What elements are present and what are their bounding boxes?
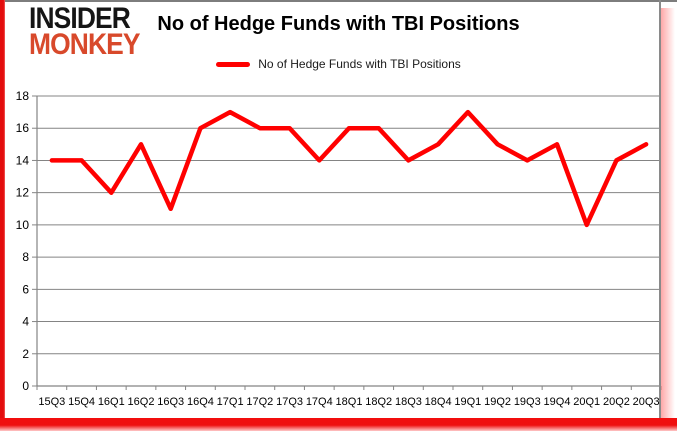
x-tick-label: 20Q1: [573, 396, 600, 408]
frame-right-border: [659, 0, 661, 420]
x-tick-label: 20Q3: [633, 396, 660, 408]
x-tick-label: 18Q3: [395, 396, 422, 408]
y-tick-label: 4: [22, 315, 29, 329]
frame-bottom-border: [0, 418, 677, 431]
x-tick-label: 19Q2: [484, 396, 511, 408]
x-tick-label: 15Q4: [68, 396, 95, 408]
y-tick-label: 6: [22, 282, 29, 296]
x-tick-label: 20Q2: [603, 396, 630, 408]
y-tick-label: 14: [16, 153, 30, 167]
x-tick-label: 16Q1: [98, 396, 125, 408]
y-tick-label: 18: [16, 89, 30, 103]
logo-text-monkey: MONKEY: [29, 28, 140, 61]
y-tick-label: 0: [22, 379, 29, 393]
x-tick-label: 19Q4: [544, 396, 571, 408]
frame-left-border: [0, 0, 5, 431]
chart-title: No of Hedge Funds with TBI Positions: [157, 13, 520, 35]
logo-text-insider: INSIDER: [29, 2, 131, 35]
legend-line-swatch: [216, 61, 251, 67]
frame-top-border: [4, 0, 677, 2]
x-tick-label: 16Q4: [187, 396, 214, 408]
frame-right-glow: [661, 8, 675, 423]
y-tick-label: 16: [16, 121, 30, 135]
x-tick-label: 19Q1: [454, 396, 481, 408]
x-tick-label: 16Q2: [128, 396, 155, 408]
legend: No of Hedge Funds with TBI Positions: [0, 57, 677, 71]
x-tick-label: 17Q4: [306, 396, 333, 408]
legend-label: No of Hedge Funds with TBI Positions: [258, 57, 461, 71]
x-tick-label: 18Q2: [365, 396, 392, 408]
y-tick-label: 2: [22, 347, 29, 361]
x-tick-label: 19Q3: [514, 396, 541, 408]
x-tick-label: 17Q3: [276, 396, 303, 408]
x-tick-label: 17Q1: [217, 396, 244, 408]
y-tick-label: 12: [16, 186, 30, 200]
y-tick-label: 8: [22, 250, 29, 264]
x-tick-label: 18Q4: [425, 396, 452, 408]
insider-monkey-logo: INSIDER MONKEY: [29, 2, 140, 61]
data-line: [49, 109, 649, 228]
x-tick-label: 16Q3: [157, 396, 184, 408]
x-tick-label: 15Q3: [38, 396, 65, 408]
x-tick-label: 17Q2: [246, 396, 273, 408]
y-tick-label: 10: [16, 218, 30, 232]
x-tick-label: 18Q1: [336, 396, 363, 408]
